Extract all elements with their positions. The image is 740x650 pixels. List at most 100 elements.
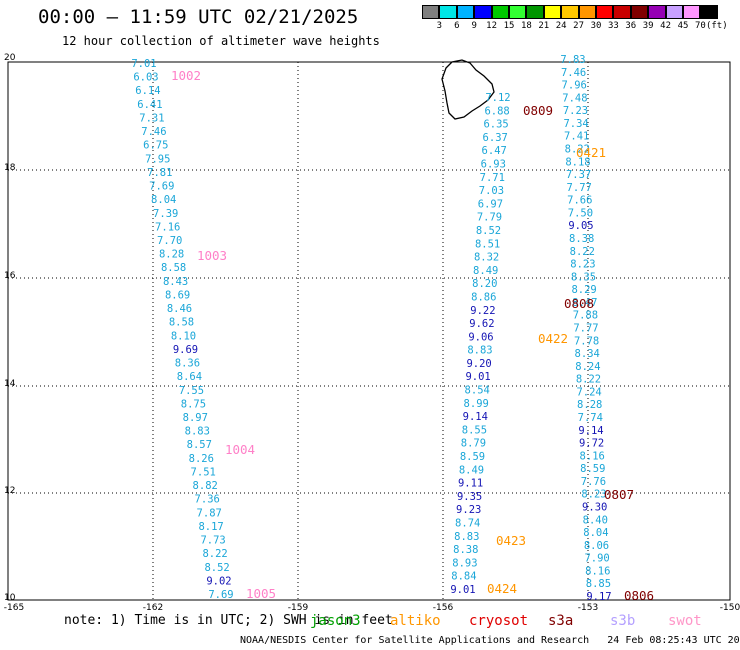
color-scale-label: 9 (471, 21, 477, 31)
wave-height-point: 8.54 (465, 385, 490, 397)
x-tick-label: -165 (4, 603, 24, 613)
color-swatch (509, 5, 527, 19)
wave-height-point: 9.22 (470, 305, 495, 317)
track-id-label: 0806 (624, 588, 654, 603)
wave-height-point: 8.04 (151, 194, 176, 206)
wave-height-point: 7.03 (479, 185, 504, 197)
y-tick-label: 10 (4, 593, 16, 603)
footer-credit: NOAA/NESDIS Center for Satellite Applica… (240, 635, 740, 646)
wave-height-point: 7.46 (141, 126, 166, 138)
wave-height-point: 8.32 (474, 252, 499, 264)
wave-height-point: 8.22 (565, 144, 590, 156)
wave-height-point: 6.03 (133, 72, 158, 84)
wave-height-point: 8.47 (572, 297, 597, 309)
color-swatch (561, 5, 579, 19)
track-id-label: 1003 (197, 248, 227, 263)
wave-height-point: 8.59 (580, 463, 605, 475)
wave-height-point: 8.17 (198, 521, 223, 533)
color-swatch (526, 5, 544, 19)
color-scale-label: 42 (660, 21, 672, 31)
wave-height-point: 8.99 (464, 398, 489, 410)
color-swatch (474, 5, 492, 19)
wave-height-point: 7.77 (567, 182, 592, 194)
wave-height-point: 6.37 (483, 132, 508, 144)
wave-height-point: 8.43 (163, 276, 188, 288)
wave-height-point: 8.58 (169, 317, 194, 329)
wave-height-point: 8.93 (452, 557, 477, 569)
wave-height-point: 7.83 (560, 54, 585, 66)
y-tick-label: 18 (4, 163, 16, 173)
wave-height-point: 8.23 (581, 489, 606, 501)
wave-height-point: 6.47 (482, 145, 507, 157)
wave-height-point: 8.16 (580, 450, 605, 462)
wave-height-point: 8.83 (454, 531, 479, 543)
track-labels: 1002 1003 1004 1005 0809 0808 0807 0806 0421 0422… (171, 68, 654, 603)
color-swatch (648, 5, 666, 19)
legend-swot: swot (668, 613, 702, 629)
wave-height-point: 8.18 (565, 156, 590, 168)
track-id-label: 0809 (523, 103, 553, 118)
color-swatch (422, 5, 440, 19)
wave-height-point: 7.31 (139, 113, 164, 125)
wave-height-point: 7.70 (157, 235, 182, 247)
wave-height-point: 8.83 (185, 426, 210, 438)
wave-height-point: 8.40 (583, 514, 608, 526)
color-swatch (491, 5, 509, 19)
track-id-label: 0423 (496, 533, 526, 548)
y-tick-label: 16 (4, 271, 16, 281)
wave-height-point: 9.20 (466, 358, 491, 370)
wave-height-point: 7.77 (573, 323, 598, 335)
note-text: note: 1) Time is in UTC; 2) SWH is in fe… (64, 613, 393, 628)
legend-jason3: jason3 (310, 613, 361, 629)
wave-height-point: 8.69 (165, 290, 190, 302)
wave-height-point: 6.97 (478, 198, 503, 210)
x-tick-label: -156 (433, 603, 454, 613)
wave-height-point: 9.01 (465, 371, 490, 383)
legend-altika: altiko (390, 613, 441, 629)
wave-height-point: 7.48 (562, 92, 587, 104)
track-id-label: 1004 (225, 442, 255, 457)
wave-height-point: 9.14 (578, 425, 603, 437)
wave-height-point: 7.81 (147, 167, 172, 179)
wave-height-point: 7.12 (485, 92, 510, 104)
altimeter-points: 7.016.036.146.417.317.466.757.957.817.69… (131, 54, 611, 603)
x-tick-label: -153 (578, 603, 598, 613)
wave-height-point: 7.46 (561, 67, 586, 79)
color-scale-label: 24 (555, 21, 567, 31)
wave-height-point: 9.23 (456, 504, 481, 516)
wave-height-point: 8.49 (459, 464, 484, 476)
wave-height-point: 8.83 (467, 345, 492, 357)
wave-height-point: 8.04 (583, 527, 608, 539)
wave-height-point: 6.88 (484, 105, 509, 117)
wave-height-point: 8.49 (473, 265, 498, 277)
wave-height-point: 6.35 (483, 119, 508, 131)
wave-height-point: 9.30 (582, 502, 607, 514)
wave-height-point: 8.35 (571, 271, 596, 283)
legend-s3a: s3a (548, 613, 574, 629)
wave-height-point: 9.02 (206, 575, 231, 587)
track-id-label: 1005 (246, 586, 276, 601)
wave-height-point: 7.01 (131, 58, 156, 70)
wave-height-point: 9.11 (458, 478, 483, 490)
color-scale-label: 15 (503, 21, 515, 31)
track-id-label: 0807 (604, 487, 634, 502)
map-frame (7, 61, 731, 601)
wave-height-point: 8.57 (187, 439, 212, 451)
wave-height-point: 9.62 (469, 318, 494, 330)
wave-height-point: 7.16 (155, 221, 180, 233)
wave-height-point: 9.69 (173, 344, 198, 356)
wave-height-point: 7.74 (578, 412, 603, 424)
wave-height-point: 8.28 (577, 399, 602, 411)
legend-cryosat: cryosot (469, 613, 529, 629)
wave-height-point: 7.71 (480, 172, 505, 184)
wave-height-point: 6.93 (481, 159, 506, 171)
hawaii-island-outline (441, 59, 495, 120)
color-scale-label: 30 (590, 21, 602, 31)
color-swatch (543, 5, 562, 19)
color-swatch (439, 5, 457, 19)
wave-height-point: 7.69 (149, 181, 174, 193)
wave-height-point: 7.87 (197, 507, 222, 519)
color-scale-label: 39 (642, 21, 654, 31)
wave-height-point: 8.38 (569, 233, 594, 245)
wave-height-point: 8.51 (475, 238, 500, 250)
